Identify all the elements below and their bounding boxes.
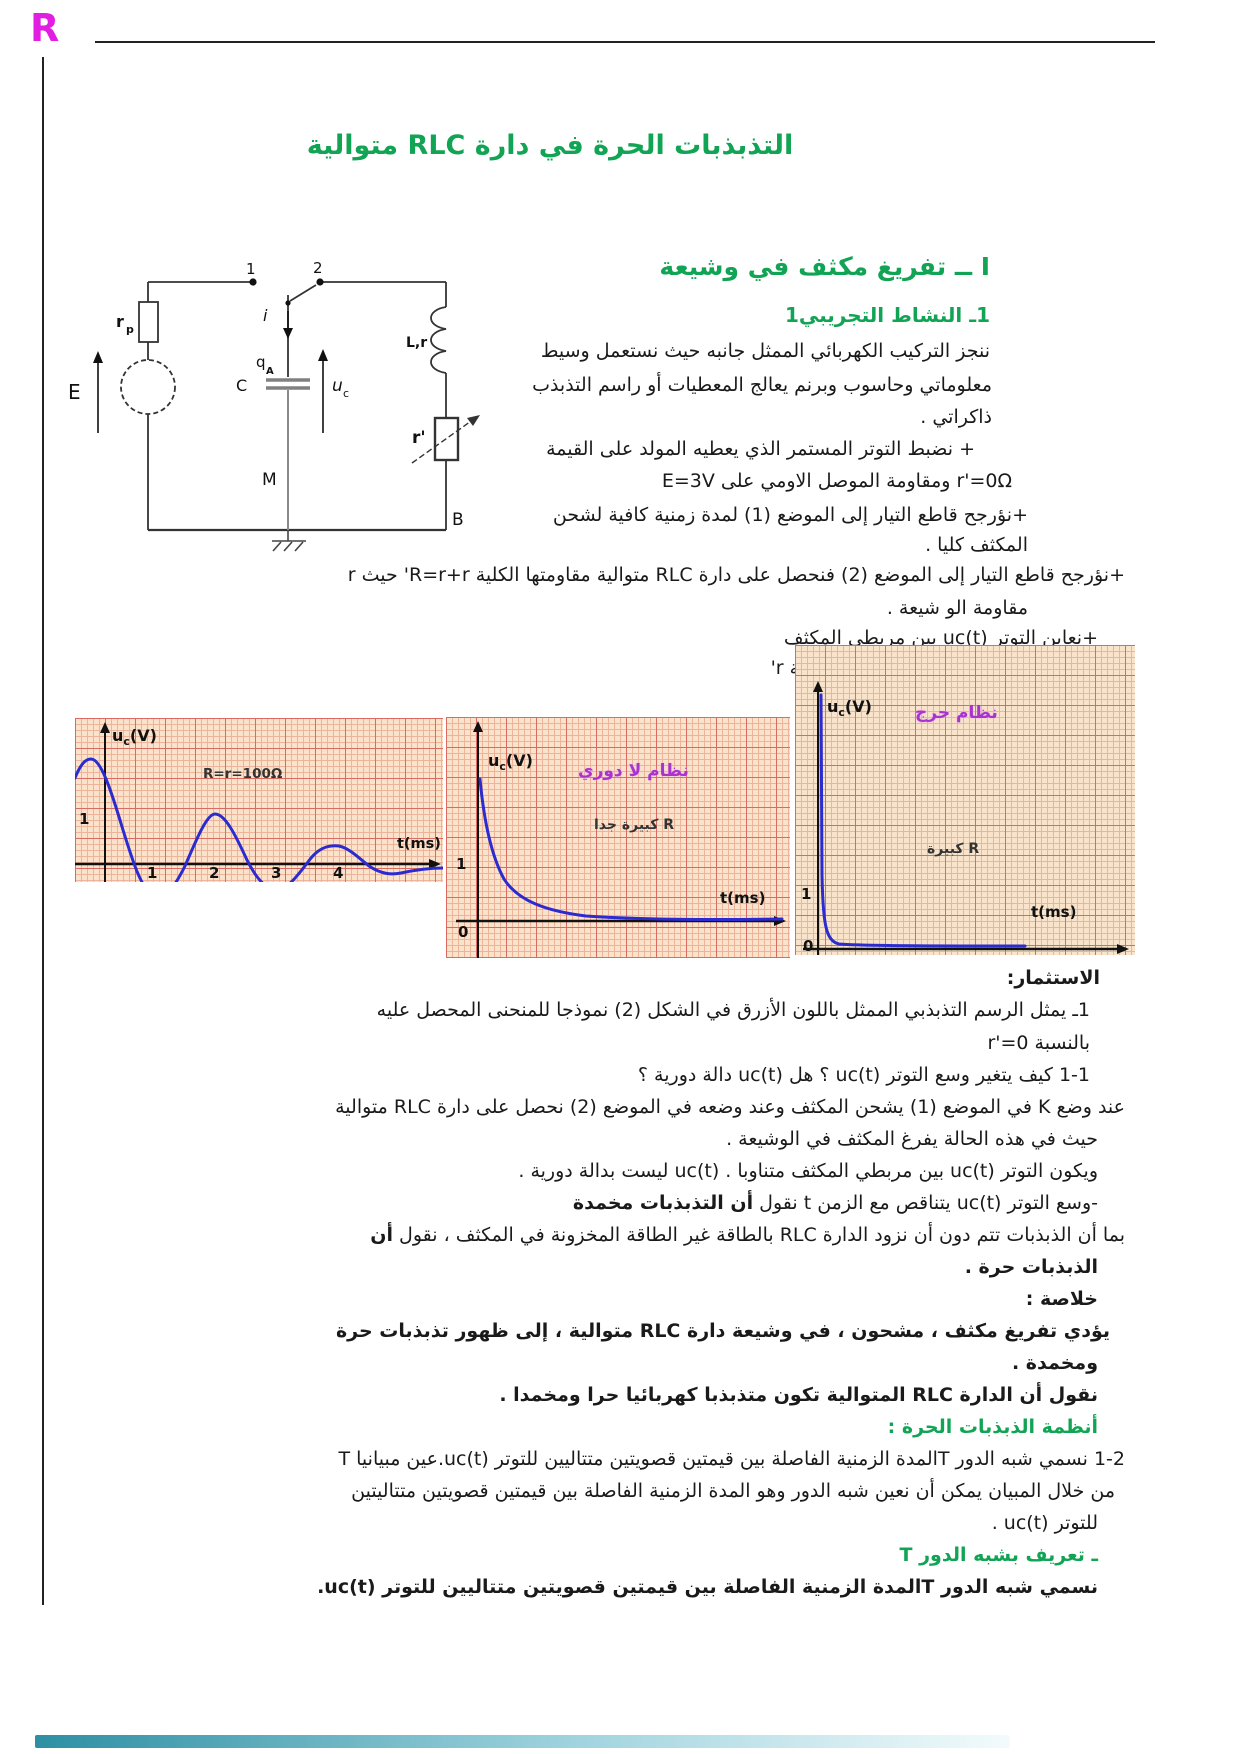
graph-aperiodic-regime: uc(V) نظام لا دوري R كبيرة جدا 1 0 t(ms) xyxy=(446,717,790,958)
paragraph-line: 1-2 نسمي شبه الدور Tالمدة الزمنية الفاصل… xyxy=(338,1448,1125,1470)
paragraph-line: +نؤرجح قاطع التيار إلى الموضع (2) فنحصل … xyxy=(347,564,1125,586)
rp-label: r xyxy=(116,312,124,331)
graph1-xtick: 3 xyxy=(271,864,282,882)
graph2-axes-curve xyxy=(456,721,786,958)
page-title: التذبذبات الحرة في دارة RLC متوالية xyxy=(306,130,794,161)
paragraph-line-mixed: بما أن الذبذبات تتم دون أن نزود الدارة R… xyxy=(370,1224,1125,1246)
capacitor-label: C xyxy=(236,376,247,395)
graph3-resistance-note: R كبيرة xyxy=(927,841,980,857)
graph1-xlabel: t(ms) xyxy=(397,836,441,852)
rvar-label: r' xyxy=(412,428,426,448)
graph2-resistance-note: R كبيرة جدا xyxy=(594,817,675,833)
graph2-origin: 0 xyxy=(458,923,469,941)
footer-bar xyxy=(35,1735,1010,1748)
circuit-drawing: 1 2 i r p E q A C u c L,r r' M B xyxy=(68,259,480,552)
uc-sub-label: c xyxy=(343,387,349,400)
graph2-ytick: 1 xyxy=(456,855,467,873)
paragraph-line: من خلال المبيان يمكن أن نعين شبه الدور و… xyxy=(351,1480,1115,1502)
graph3-ylabel: uc(V) xyxy=(827,697,872,720)
question-line: 1-1 كيف يتغير وسع التوتر uc(t) ؟ هل uc(t… xyxy=(637,1064,1090,1086)
charge-label: q xyxy=(256,353,266,371)
paragraph-line: ننجز التركيب الكهربائي الممثل جانبه حيث … xyxy=(540,340,990,362)
graph2-ylabel: uc(V) xyxy=(488,751,533,774)
paragraph-line-mixed: -وسع التوتر uc(t) يتناقص مع الزمن t نقول… xyxy=(572,1192,1098,1214)
emf-label: E xyxy=(68,380,81,404)
rp-sub-label: p xyxy=(126,323,134,336)
paragraph-line: +نعاين التوتر uc(t) بين مربطي المكثف xyxy=(783,627,1098,649)
graph1-ylabel: uc(V) xyxy=(112,726,157,749)
paragraph-line: ذاكراتي . xyxy=(920,406,992,428)
summary-line: يؤدي تفريغ مكثف ، مشحون ، في وشيعة دارة … xyxy=(335,1320,1110,1342)
current-label: i xyxy=(263,306,268,325)
paragraph-line: حيث في هذه الحالة يفرغ المكثف في الوشيعة… xyxy=(726,1128,1098,1150)
switch-pos1-label: 1 xyxy=(246,260,256,278)
switch-pos2-label: 2 xyxy=(313,259,323,277)
uc-label: u xyxy=(332,376,343,396)
regimes-heading: أنظمة الذبذبات الحرة : xyxy=(887,1416,1098,1438)
pseudo-period-definition: نسمي شبه الدور Tالمدة الزمنية الفاصلة بي… xyxy=(317,1576,1098,1598)
value-E: E=3V xyxy=(661,470,715,492)
arabic-segment: ومقاومة الموصل الاومي على xyxy=(720,470,951,492)
graph1-xtick: 4 xyxy=(333,864,344,882)
summary-line: نقول أن الدارة RLC المتوالية تكون متذبذب… xyxy=(499,1384,1098,1406)
circuit-diagram: 1 2 i r p E q A C u c L,r r' M B xyxy=(60,225,490,575)
pseudo-period-heading: ـ تعريف بشبه الدور T xyxy=(899,1544,1098,1566)
summary-line: ومخمدة . xyxy=(1011,1352,1098,1374)
paragraph-line: ويكون التوتر uc(t) بين مربطي المكثف متنا… xyxy=(518,1160,1098,1182)
paragraph-line: المكثف كليا . xyxy=(925,534,1028,556)
graph1-axes-curve xyxy=(75,722,443,882)
paragraph-line: 1ـ يمثل الرسم التذبذبي الممثل باللون الأ… xyxy=(376,999,1090,1021)
graph1-ytick: 1 xyxy=(79,810,90,828)
paragraph-line: للتوتر uc(t) . xyxy=(991,1512,1098,1534)
paragraph-line: +نؤرجح قاطع التيار إلى الموضع (1) لمدة ز… xyxy=(552,504,1028,526)
graph1-xtick: 2 xyxy=(209,864,220,882)
left-border xyxy=(42,57,44,1605)
emphasis-damped: أن التذبذبات مخمدة xyxy=(572,1192,754,1214)
paragraph-line: معلوماتي وحاسوب وبرنم يعالج المعطيات أو … xyxy=(532,374,992,396)
emphasis-that: أن xyxy=(370,1224,393,1246)
graph3-axes-curve xyxy=(803,681,1129,955)
graph3-origin: 0 xyxy=(803,937,814,955)
paragraph-line: عند وضع K في الموضع (1) يشحن المكثف وعند… xyxy=(335,1096,1125,1118)
paragraph-line: + نضبط التوتر المستمر الذي يعطيه المولد … xyxy=(546,438,975,460)
graph1-resistance-note: R=r=100Ω xyxy=(203,766,283,782)
paragraph-line-mixed: E=3V ومقاومة الموصل الاومي على r'=0Ω xyxy=(662,466,1012,496)
header-rule xyxy=(95,41,1155,43)
graph-critical-regime: uc(V) نظام حرج R كبيرة 1 0 t(ms) xyxy=(795,645,1135,955)
graph3-regime-label: نظام حرج xyxy=(915,703,998,723)
paragraph-line: بالنسبة r'=0 xyxy=(987,1032,1090,1054)
exploitation-heading: الاستثمار: xyxy=(1006,967,1100,989)
graph-damped-oscillation: uc(V) R=r=100Ω 1 1 2 3 4 t(ms) xyxy=(75,718,443,882)
value-rprime: r'=0Ω xyxy=(956,470,1012,492)
graph3-xlabel: t(ms) xyxy=(1031,903,1077,921)
charge-sub-label: A xyxy=(266,366,274,377)
node-M-label: M xyxy=(262,470,277,490)
graph1-xtick: 1 xyxy=(147,864,158,882)
node-B-label: B xyxy=(452,510,464,530)
section-heading: I ــ تفريغ مكثف في وشيعة xyxy=(659,252,990,281)
summary-heading: خلاصة : xyxy=(1025,1288,1098,1310)
emphasis-free-oscillations: الذبذبات حرة . xyxy=(964,1256,1098,1278)
paragraph-line: مقاومة الو شيعة . xyxy=(886,597,1028,619)
graph2-regime-label: نظام لا دوري xyxy=(578,761,689,781)
graph3-ytick: 1 xyxy=(801,885,812,903)
site-logo: R xyxy=(30,6,60,50)
graph2-xlabel: t(ms) xyxy=(720,889,766,907)
coil-label: L,r xyxy=(406,335,427,351)
section-subheading: 1ـ النشاط التجريبي1 xyxy=(784,303,990,327)
